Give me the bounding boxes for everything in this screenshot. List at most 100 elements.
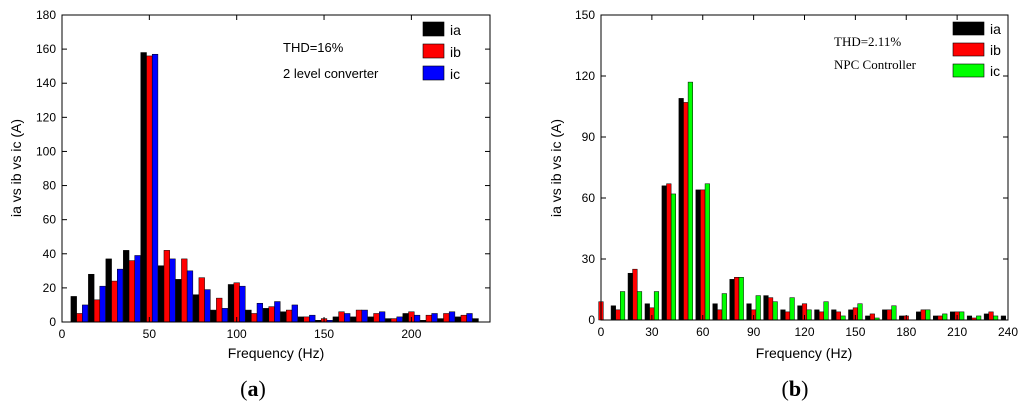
bar-ia-50hz — [678, 98, 684, 321]
bar-ib-30hz — [111, 280, 118, 323]
y-axis-label: ia vs ib vs ic (A) — [8, 119, 24, 217]
bar-ic-150hz — [857, 303, 863, 321]
bar-ia-230hz — [455, 316, 462, 323]
bar-ia-40hz — [123, 250, 130, 323]
bar-ib-170hz — [886, 309, 892, 321]
y-tick-label: 80 — [43, 179, 57, 193]
y-axis-label: ia vs ib vs ic (A) — [548, 119, 564, 217]
y-tick-label: 0 — [588, 313, 595, 327]
x-tick-label: 150 — [845, 325, 865, 339]
chart-panel-b: 0 30 60 90 120 150 0 30 60 90 120 150 180 210 240 Frequ… — [548, 8, 1018, 401]
bar-ia-30hz — [644, 303, 650, 321]
bar-ib-230hz — [988, 311, 994, 321]
bar-ia-50hz — [140, 52, 147, 323]
bar-ic-220hz — [448, 311, 456, 323]
bar-ia-240hz — [472, 318, 479, 323]
bar-ic-110hz — [789, 297, 795, 321]
bar-ic-50hz — [151, 53, 159, 323]
y-tick-label: 60 — [582, 191, 596, 205]
x-axis-label: Frequency (Hz) — [228, 345, 324, 361]
bar-ic-220hz — [976, 315, 982, 321]
legend-label-ic: ic — [990, 63, 1000, 79]
bar-ia-60hz — [695, 189, 701, 321]
bar-ib-140hz — [835, 311, 841, 321]
bar-ic-20hz — [636, 291, 643, 321]
panel-label: (a) — [240, 376, 266, 401]
bar-ib-50hz — [683, 102, 689, 321]
bar-ic-120hz — [274, 301, 281, 323]
bar-ic-160hz — [344, 313, 351, 323]
y-tick-label: 140 — [36, 76, 56, 90]
x-tick-label: 30 — [645, 325, 659, 339]
bar-ib-70hz — [181, 258, 188, 323]
bar-ib-60hz — [163, 250, 170, 323]
x-tick-label: 200 — [401, 327, 421, 341]
bar-ia-130hz — [280, 311, 287, 323]
bar-ia-190hz — [916, 311, 922, 321]
bar-ic-140hz — [840, 315, 846, 321]
bar-ib-60hz — [700, 189, 706, 321]
x-tick-label: 50 — [143, 327, 157, 341]
bar-ia-140hz — [297, 316, 304, 323]
bar-ib-170hz — [355, 309, 363, 323]
bar-ic-50hz — [687, 81, 693, 321]
legend-swatch-ia — [952, 21, 985, 36]
bar-ib-110hz — [251, 313, 258, 323]
bar-ia-80hz — [192, 294, 200, 323]
x-tick-label: 90 — [747, 325, 761, 339]
bar-ib-140hz — [303, 316, 310, 323]
bar-ic-70hz — [186, 270, 194, 323]
y-tick-label: 120 — [575, 69, 595, 83]
panel-letter: b — [789, 376, 801, 401]
bar-ib-50hz — [146, 55, 153, 323]
bar-ic-10hz — [620, 291, 626, 321]
bar-ib-10hz — [615, 309, 621, 321]
bar-ib-190hz — [390, 318, 398, 323]
bar-ic-60hz — [704, 183, 710, 321]
bar-ic-100hz — [772, 301, 778, 321]
legend-swatch-ia — [422, 21, 445, 37]
bar-ib-100hz — [233, 282, 240, 323]
legend-label-ib: ib — [990, 42, 1001, 58]
bar-ib-230hz — [460, 314, 467, 323]
panel-open-paren: ( — [240, 376, 247, 401]
bar-ib-40hz — [128, 260, 135, 323]
legend-label-ib: ib — [450, 44, 461, 60]
bar-ic-200hz — [942, 313, 948, 321]
legend-swatch-ib — [952, 42, 985, 57]
bar-ic-130hz — [291, 304, 298, 323]
bar-ic-200hz — [413, 314, 421, 323]
bar-ic-20hz — [99, 285, 106, 323]
bar-ia-200hz — [933, 315, 939, 321]
bar-ic-210hz — [959, 311, 965, 321]
bar-ia-220hz — [966, 315, 973, 321]
bar-ib-220hz — [443, 313, 450, 323]
bar-ia-120hz — [262, 308, 270, 323]
bar-ib-80hz — [198, 277, 205, 323]
bar-ib-180hz — [373, 313, 380, 323]
bar-ib-10hz — [76, 313, 83, 323]
bar-ic-120hz — [806, 309, 812, 321]
bar-ia-140hz — [831, 309, 837, 321]
legend-label-ic: ic — [450, 66, 460, 82]
x-tick-label: 180 — [896, 325, 916, 339]
panel-open-paren: ( — [782, 376, 789, 401]
bar-ia-170hz — [882, 309, 888, 321]
plot-frame — [61, 14, 491, 323]
bar-ic-40hz — [670, 193, 676, 321]
bar-ia-230hz — [983, 313, 989, 321]
legend-swatch-ic — [422, 65, 445, 81]
bar-ia-60hz — [158, 265, 165, 323]
bar-ia-90hz — [210, 309, 217, 323]
y-tick-label: 20 — [43, 281, 57, 295]
bar-ia-10hz — [70, 296, 77, 323]
bar-ib-80hz — [734, 277, 740, 321]
bar-ic-30hz — [653, 291, 660, 321]
bar-ia-70hz — [175, 279, 182, 323]
bar-ic-180hz — [379, 311, 386, 323]
chart-panel-a: 0 20 40 60 80 100 120 140 160 180 0 50 100 150 200 Freq… — [8, 8, 491, 401]
y-tick-label: 120 — [36, 110, 56, 124]
thd-annotation: THD=16% — [283, 40, 344, 55]
bar-ia-220hz — [437, 318, 444, 323]
bar-ic-190hz — [396, 316, 403, 323]
